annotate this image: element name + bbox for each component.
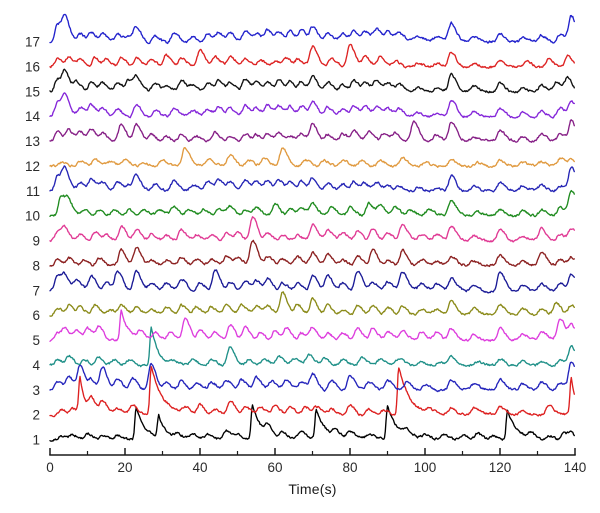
trace-label-1: 1	[32, 433, 40, 448]
trace-line-7	[49, 269, 575, 294]
x-axis-title: Time(s)	[288, 481, 337, 497]
trace-label-10: 10	[25, 209, 40, 224]
trace-line-14	[49, 92, 575, 119]
trace-label-12: 12	[25, 159, 40, 174]
trace-line-2	[49, 366, 575, 418]
x-axis-tick-label: 20	[117, 460, 132, 475]
trace-line-10	[49, 189, 575, 218]
trace-line-11	[49, 165, 575, 193]
x-axis-tick-label: 0	[46, 460, 54, 475]
trace-line-13	[49, 119, 575, 143]
trace-line-5	[49, 309, 575, 342]
trace-label-7: 7	[32, 283, 40, 298]
trace-line-6	[49, 291, 575, 317]
trace-line-8	[49, 239, 575, 268]
trace-label-17: 17	[25, 35, 40, 50]
x-axis-tick-label: 100	[414, 460, 437, 475]
trace-label-11: 11	[26, 184, 40, 199]
trace-line-4	[49, 326, 575, 368]
trace-label-9: 9	[32, 234, 40, 249]
trace-label-13: 13	[25, 134, 40, 149]
x-axis-tick-label: 60	[267, 460, 282, 475]
trace-label-4: 4	[32, 358, 40, 373]
trace-label-3: 3	[32, 383, 40, 398]
trace-label-2: 2	[32, 408, 40, 423]
trace-line-16	[49, 43, 575, 69]
trace-line-9	[49, 216, 575, 243]
trace-label-14: 14	[25, 109, 41, 124]
x-axis-tick-label: 80	[342, 460, 357, 475]
x-axis-tick-label: 140	[564, 460, 587, 475]
x-axis-tick-label: 120	[489, 460, 512, 475]
x-axis-tick-label: 40	[192, 460, 207, 475]
trace-line-15	[49, 68, 575, 94]
trace-line-1	[49, 404, 575, 442]
trace-line-3	[49, 361, 575, 393]
trace-label-16: 16	[25, 59, 40, 74]
trace-label-5: 5	[32, 333, 40, 348]
trace-label-6: 6	[32, 308, 40, 323]
trace-label-8: 8	[32, 258, 40, 273]
trace-label-15: 15	[25, 84, 40, 99]
trace-line-12	[49, 147, 575, 168]
trace-line-17	[49, 13, 575, 45]
